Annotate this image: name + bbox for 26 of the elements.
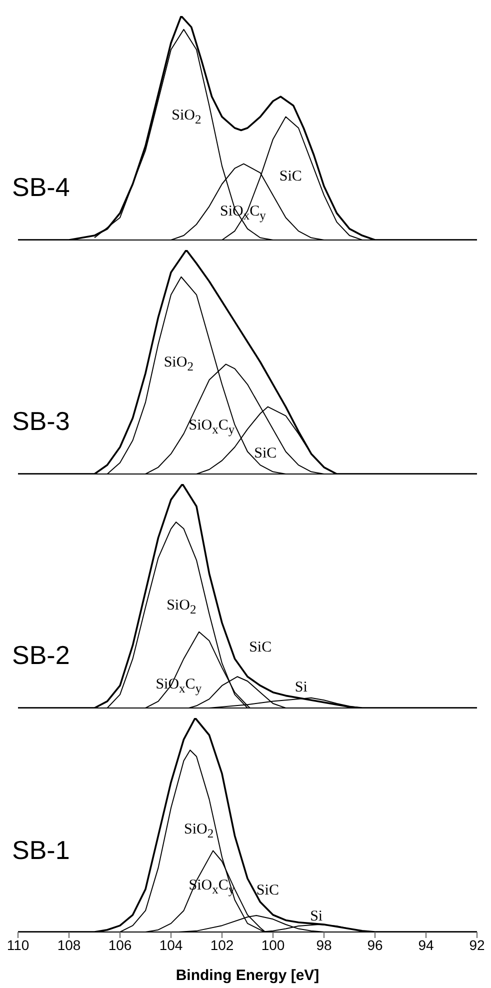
- x-tick-label: 108: [57, 936, 81, 953]
- annotation: SiC: [253, 445, 278, 462]
- annotation: SiO$_{2}$: [183, 822, 215, 841]
- annotation: SiO$_{2}$: [170, 107, 202, 126]
- annotation: SiC: [278, 168, 303, 185]
- x-tick-label: 102: [210, 936, 234, 953]
- x-tick-label: 94: [418, 936, 434, 953]
- x-tick-label: 110: [6, 936, 30, 953]
- annotation: Si: [309, 908, 324, 925]
- x-tick-label: 98: [316, 936, 332, 953]
- annotation: SiC: [248, 639, 273, 656]
- x-tick-label: 100: [261, 936, 285, 953]
- x-axis-title: Binding Energy [eV]: [176, 967, 320, 984]
- annotation: SiO$_{2}$: [166, 597, 198, 616]
- text: SB-4: [12, 172, 70, 203]
- x-tick-label: 106: [108, 936, 132, 953]
- annotation: SiO$_{2}$: [162, 354, 194, 374]
- x-tick-label: 104: [159, 936, 183, 953]
- text: SB-3: [12, 406, 70, 437]
- annotation: SiC: [255, 882, 280, 899]
- x-tick-label: 96: [367, 936, 383, 953]
- x-tick-label: 92: [469, 936, 485, 953]
- text: SB-1: [12, 835, 70, 866]
- annotation: Si: [294, 679, 308, 696]
- text: SB-2: [12, 640, 70, 671]
- annotation: SiO$_{x}$C$_{y}$: [188, 417, 236, 436]
